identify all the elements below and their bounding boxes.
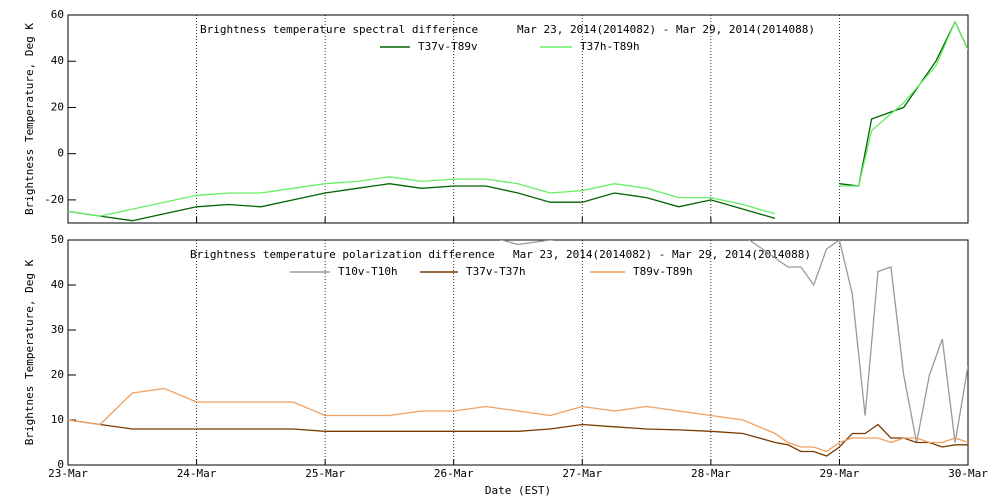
y-axis-label: Brightnes Temperature, Deg K bbox=[23, 259, 36, 445]
x-tick-label: 25-Mar bbox=[305, 467, 345, 480]
legend-label: T10v-T10h bbox=[338, 265, 398, 278]
y-tick-label: 60 bbox=[51, 8, 64, 21]
y-tick-label: 0 bbox=[57, 147, 64, 160]
y-tick-label: 40 bbox=[51, 54, 64, 67]
y-tick-label: 40 bbox=[51, 278, 64, 291]
legend-label: T89v-T89h bbox=[633, 265, 693, 278]
plot-frame bbox=[67, 239, 969, 466]
plot-area bbox=[68, 240, 968, 457]
y-tick-label: -20 bbox=[44, 193, 64, 206]
legend-label: T37v-T89v bbox=[418, 40, 478, 53]
data-line bbox=[68, 387, 968, 453]
chart-title: Brightness temperature spectral differen… bbox=[200, 23, 478, 36]
x-tick-label: 30-Mar bbox=[948, 467, 988, 480]
data-line bbox=[499, 240, 968, 443]
x-tick-label: 23-Mar bbox=[48, 467, 88, 480]
x-tick-label: 28-Mar bbox=[691, 467, 731, 480]
y-tick-label: 10 bbox=[51, 413, 64, 426]
chart-subtitle: Mar 23, 2014(2014082) - Mar 29, 2014(201… bbox=[513, 248, 811, 261]
y-axis-label: Brightness Temperature, Deg K bbox=[23, 23, 36, 215]
plot-frame bbox=[67, 14, 969, 224]
x-tick-label: 26-Mar bbox=[434, 467, 474, 480]
data-line bbox=[68, 419, 968, 457]
chart-subtitle: Mar 23, 2014(2014082) - Mar 29, 2014(201… bbox=[517, 23, 815, 36]
legend-label: T37v-T37h bbox=[466, 265, 526, 278]
x-tick-label: 29-Mar bbox=[820, 467, 860, 480]
y-tick-label: 30 bbox=[51, 323, 64, 336]
plot-area bbox=[68, 20, 968, 222]
data-line bbox=[68, 20, 968, 222]
chart-title: Brightness temperature polarization diff… bbox=[190, 248, 495, 261]
y-tick-label: 20 bbox=[51, 368, 64, 381]
x-tick-label: 24-Mar bbox=[177, 467, 217, 480]
y-tick-label: 0 bbox=[57, 458, 64, 471]
x-axis-label: Date (EST) bbox=[485, 484, 551, 497]
y-tick-label: 50 bbox=[51, 233, 64, 246]
x-tick-label: 27-Mar bbox=[562, 467, 602, 480]
data-line bbox=[68, 20, 968, 217]
legend-label: T37h-T89h bbox=[580, 40, 640, 53]
y-tick-label: 20 bbox=[51, 100, 64, 113]
